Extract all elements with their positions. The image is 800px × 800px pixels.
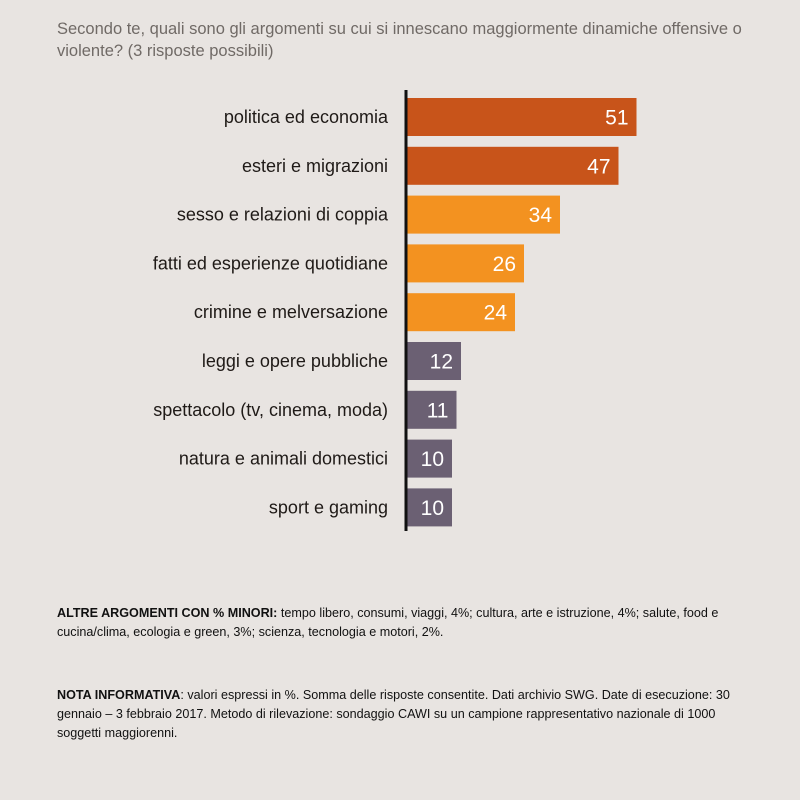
- other-topics-label: ALTRE ARGOMENTI CON % MINORI:: [57, 606, 278, 620]
- value-label-4: 24: [484, 302, 508, 325]
- category-label-6: spettacolo (tv, cinema, moda): [153, 400, 388, 420]
- bar-4: [407, 293, 515, 332]
- bar-2: [407, 195, 560, 234]
- value-label-8: 10: [421, 497, 444, 520]
- value-label-6: 11: [427, 399, 449, 422]
- bar-3: [407, 244, 524, 283]
- value-label-1: 47: [587, 155, 610, 178]
- bar-chart: politica ed economia 51 esteri e migrazion…: [153, 90, 637, 531]
- info-note-text: : valori espressi in %. Somma delle risp…: [57, 688, 730, 740]
- value-label-7: 10: [421, 448, 444, 471]
- bar-1: [407, 146, 619, 185]
- category-label-7: natura e animali domestici: [179, 449, 388, 469]
- info-note-label: NOTA INFORMATIVA: [57, 688, 181, 702]
- value-label-0: 51: [605, 107, 628, 130]
- other-topics-text: tempo libero, consumi, viaggi, 4%; cultu…: [57, 606, 719, 639]
- bar-7: [407, 439, 452, 478]
- info-note: NOTA INFORMATIVA: valori espressi in %. …: [57, 686, 757, 743]
- category-label-4: crimine e melversazione: [194, 302, 388, 322]
- bar-6: [407, 390, 457, 429]
- category-label-2: sesso e relazioni di coppia: [177, 205, 389, 225]
- category-label-5: leggi e opere pubbliche: [202, 351, 388, 371]
- bars-group: politica ed economia 51 esteri e migrazion…: [153, 98, 637, 527]
- bar-8: [407, 488, 452, 527]
- bar-5: [407, 342, 461, 380]
- value-label-3: 26: [493, 253, 516, 276]
- category-label-1: esteri e migrazioni: [242, 156, 388, 176]
- category-label-0: politica ed economia: [224, 107, 389, 127]
- value-label-5: 12: [430, 351, 453, 374]
- chart-question: Secondo te, quali sono gli argomenti su …: [57, 20, 742, 60]
- category-label-3: fatti ed esperienze quotidiane: [153, 253, 388, 273]
- other-topics-note: ALTRE ARGOMENTI CON % MINORI: tempo libe…: [57, 604, 757, 642]
- bar-0: [407, 98, 637, 136]
- value-label-2: 34: [529, 204, 553, 227]
- category-label-8: sport e gaming: [269, 497, 388, 517]
